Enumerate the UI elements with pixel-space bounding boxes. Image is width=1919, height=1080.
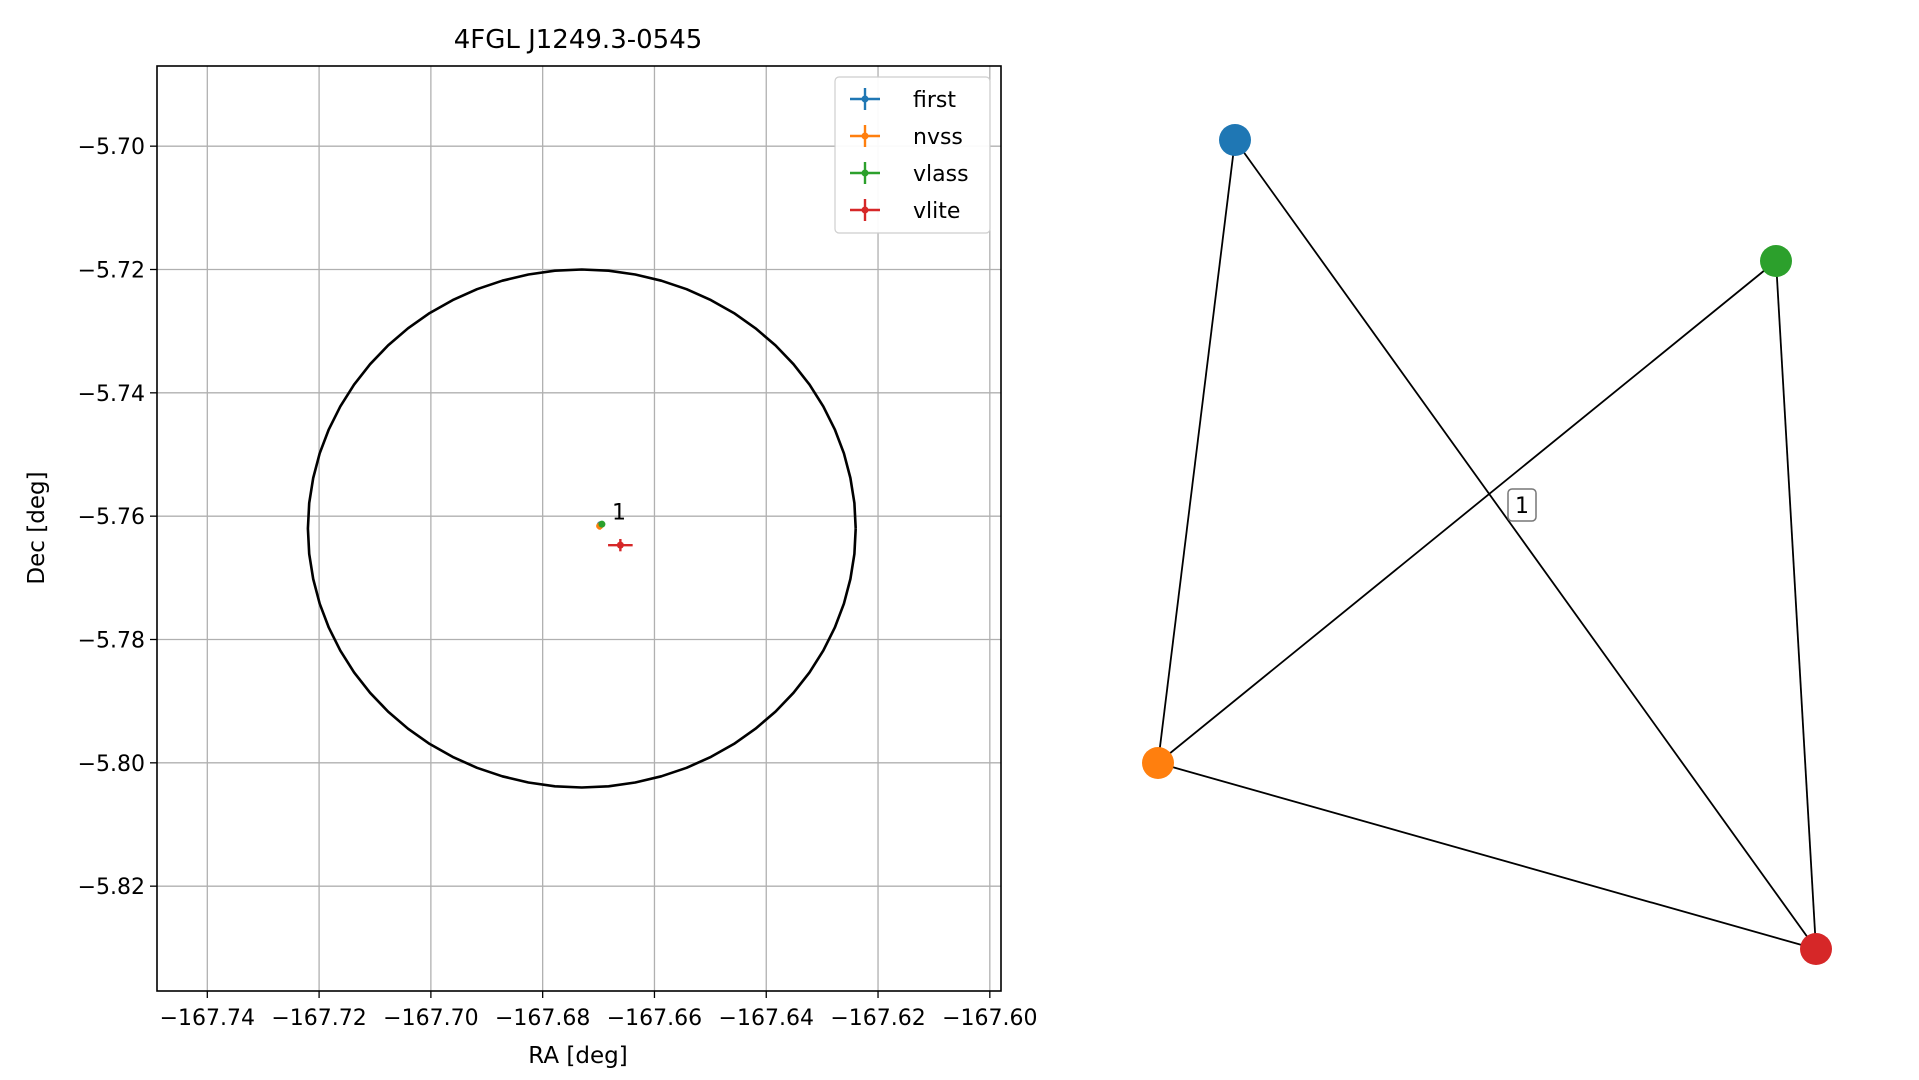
x-tick-label: −167.70 [383,1006,478,1031]
x-tick-label: −167.72 [271,1006,366,1031]
legend-item-vlass: vlass [850,162,969,187]
y-tick-label: −5.80 [78,752,145,777]
legend-marker [861,169,869,177]
node-first [1219,124,1251,156]
edge-vlass-vlite [1775,260,1817,950]
x-tick-label: −167.74 [160,1006,255,1031]
edge-first-vlite [1234,139,1817,950]
chart-title: 4FGL J1249.3-0545 [454,25,703,55]
y-tick-label: −5.72 [78,259,145,284]
point-marker [616,541,624,549]
edge-label-text: 1 [1515,494,1529,519]
legend-item-nvss: nvss [850,125,963,150]
legend-item-vlite: vlite [850,199,960,224]
y-axis-ticks: −5.70 −5.72 −5.74 −5.76 −5.78 −5.80 −5.82 [78,135,157,900]
confidence-ellipse [306,268,857,789]
x-axis-ticks: −167.74 −167.72 −167.70 −167.68 −167.66 −167.… [160,991,1038,1031]
x-tick-label: −167.68 [495,1006,590,1031]
node-vlass [1760,245,1792,277]
scatter-panel: 4FGL J1249.3-0545 1 −167.74 −167.72 −167.7… [24,25,1038,1069]
series-vlass-point [598,520,606,528]
point-annotation: 1 [612,500,626,525]
y-axis-label: Dec [deg] [24,471,50,584]
x-tick-label: −167.60 [942,1006,1037,1031]
plot-frame [156,65,1002,992]
network-panel: 1 [1142,124,1832,965]
legend-marker [861,132,869,140]
annotation-layer: 1 [612,500,626,525]
legend-marker [861,206,869,214]
edge-first-nvss [1157,139,1236,764]
series-vlite-point [608,538,633,552]
legend-box [834,76,991,234]
x-tick-label: −167.62 [830,1006,925,1031]
node-vlite [1800,933,1832,965]
legend-label: nvss [913,125,963,150]
ellipse-layer [306,268,857,789]
x-tick-label: −167.66 [607,1006,702,1031]
y-tick-label: −5.70 [78,135,145,160]
y-tick-label: −5.76 [78,505,145,530]
legend-label: vlite [913,199,960,224]
node-layer [1142,124,1832,965]
y-tick-label: −5.78 [78,629,145,654]
legend-label: first [913,88,956,113]
legend-item-first: first [850,88,956,113]
legend-items: first nvss vlass vlite [850,88,969,224]
legend: first nvss vlass vlite [834,76,991,234]
points-layer [596,520,633,552]
edge-label: 1 [1507,488,1537,522]
edge-label-box [1507,488,1537,522]
point-marker [598,520,606,528]
x-tick-label: −167.64 [719,1006,814,1031]
y-tick-label: −5.82 [78,875,145,900]
node-nvss [1142,747,1174,779]
edge-label-layer: 1 [1507,488,1537,522]
x-axis-label: RA [deg] [528,1043,627,1069]
y-tick-label: −5.74 [78,382,145,407]
grid-layer [157,66,1001,991]
legend-label: vlass [913,162,969,187]
edge-layer [1157,139,1817,950]
legend-marker [861,95,869,103]
edge-nvss-vlass [1157,260,1777,764]
edge-nvss-vlite [1157,762,1817,950]
